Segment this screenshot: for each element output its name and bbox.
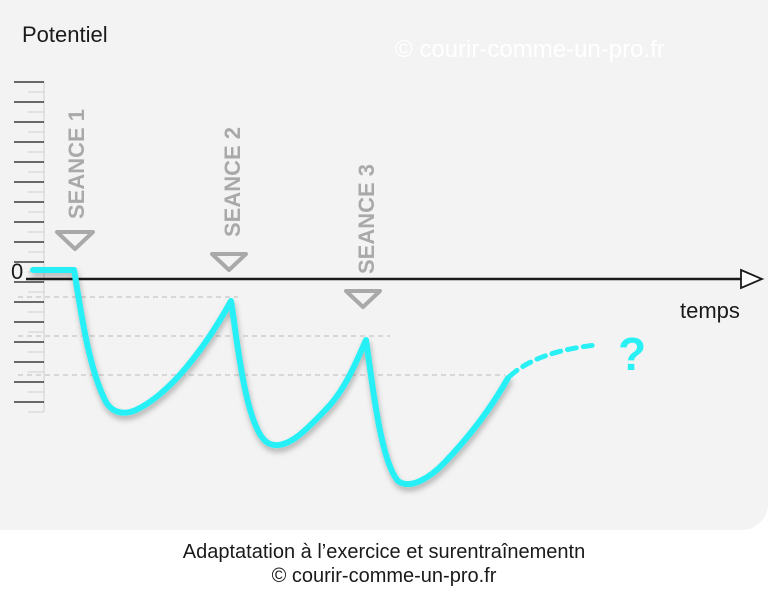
potential-curve <box>30 267 511 488</box>
time-axis <box>26 268 765 290</box>
triangle-marker-icon <box>210 252 248 272</box>
session-marker-2: SEANCE 2 <box>210 127 248 272</box>
zero-label: 0 <box>11 259 23 284</box>
session-label-3: SEANCE 3 <box>354 164 379 274</box>
triangle-marker-icon <box>55 230 95 251</box>
ruler-scale <box>14 81 45 413</box>
watermark-text: © courir-comme-un-pro.fr <box>395 36 665 63</box>
session-marker-3: SEANCE 3 <box>344 164 382 309</box>
session-marker-1: SEANCE 1 <box>55 109 95 251</box>
y-axis-label: Potentiel <box>22 22 108 47</box>
reference-dashed-lines <box>18 296 505 376</box>
caption-copyright: © courir-comme-un-pro.fr <box>271 565 497 587</box>
session-label-2: SEANCE 2 <box>220 127 245 237</box>
x-axis-label: temps <box>680 298 740 323</box>
triangle-marker-icon <box>344 289 382 309</box>
question-mark: ? <box>618 328 646 380</box>
potential-curve-solid <box>30 267 511 488</box>
axis-arrow-icon <box>740 268 765 290</box>
session-label-1: SEANCE 1 <box>64 109 89 219</box>
caption-title: Adaptatation à l’exercice et surentraîne… <box>182 541 586 563</box>
potential-curve-projection <box>507 342 599 379</box>
